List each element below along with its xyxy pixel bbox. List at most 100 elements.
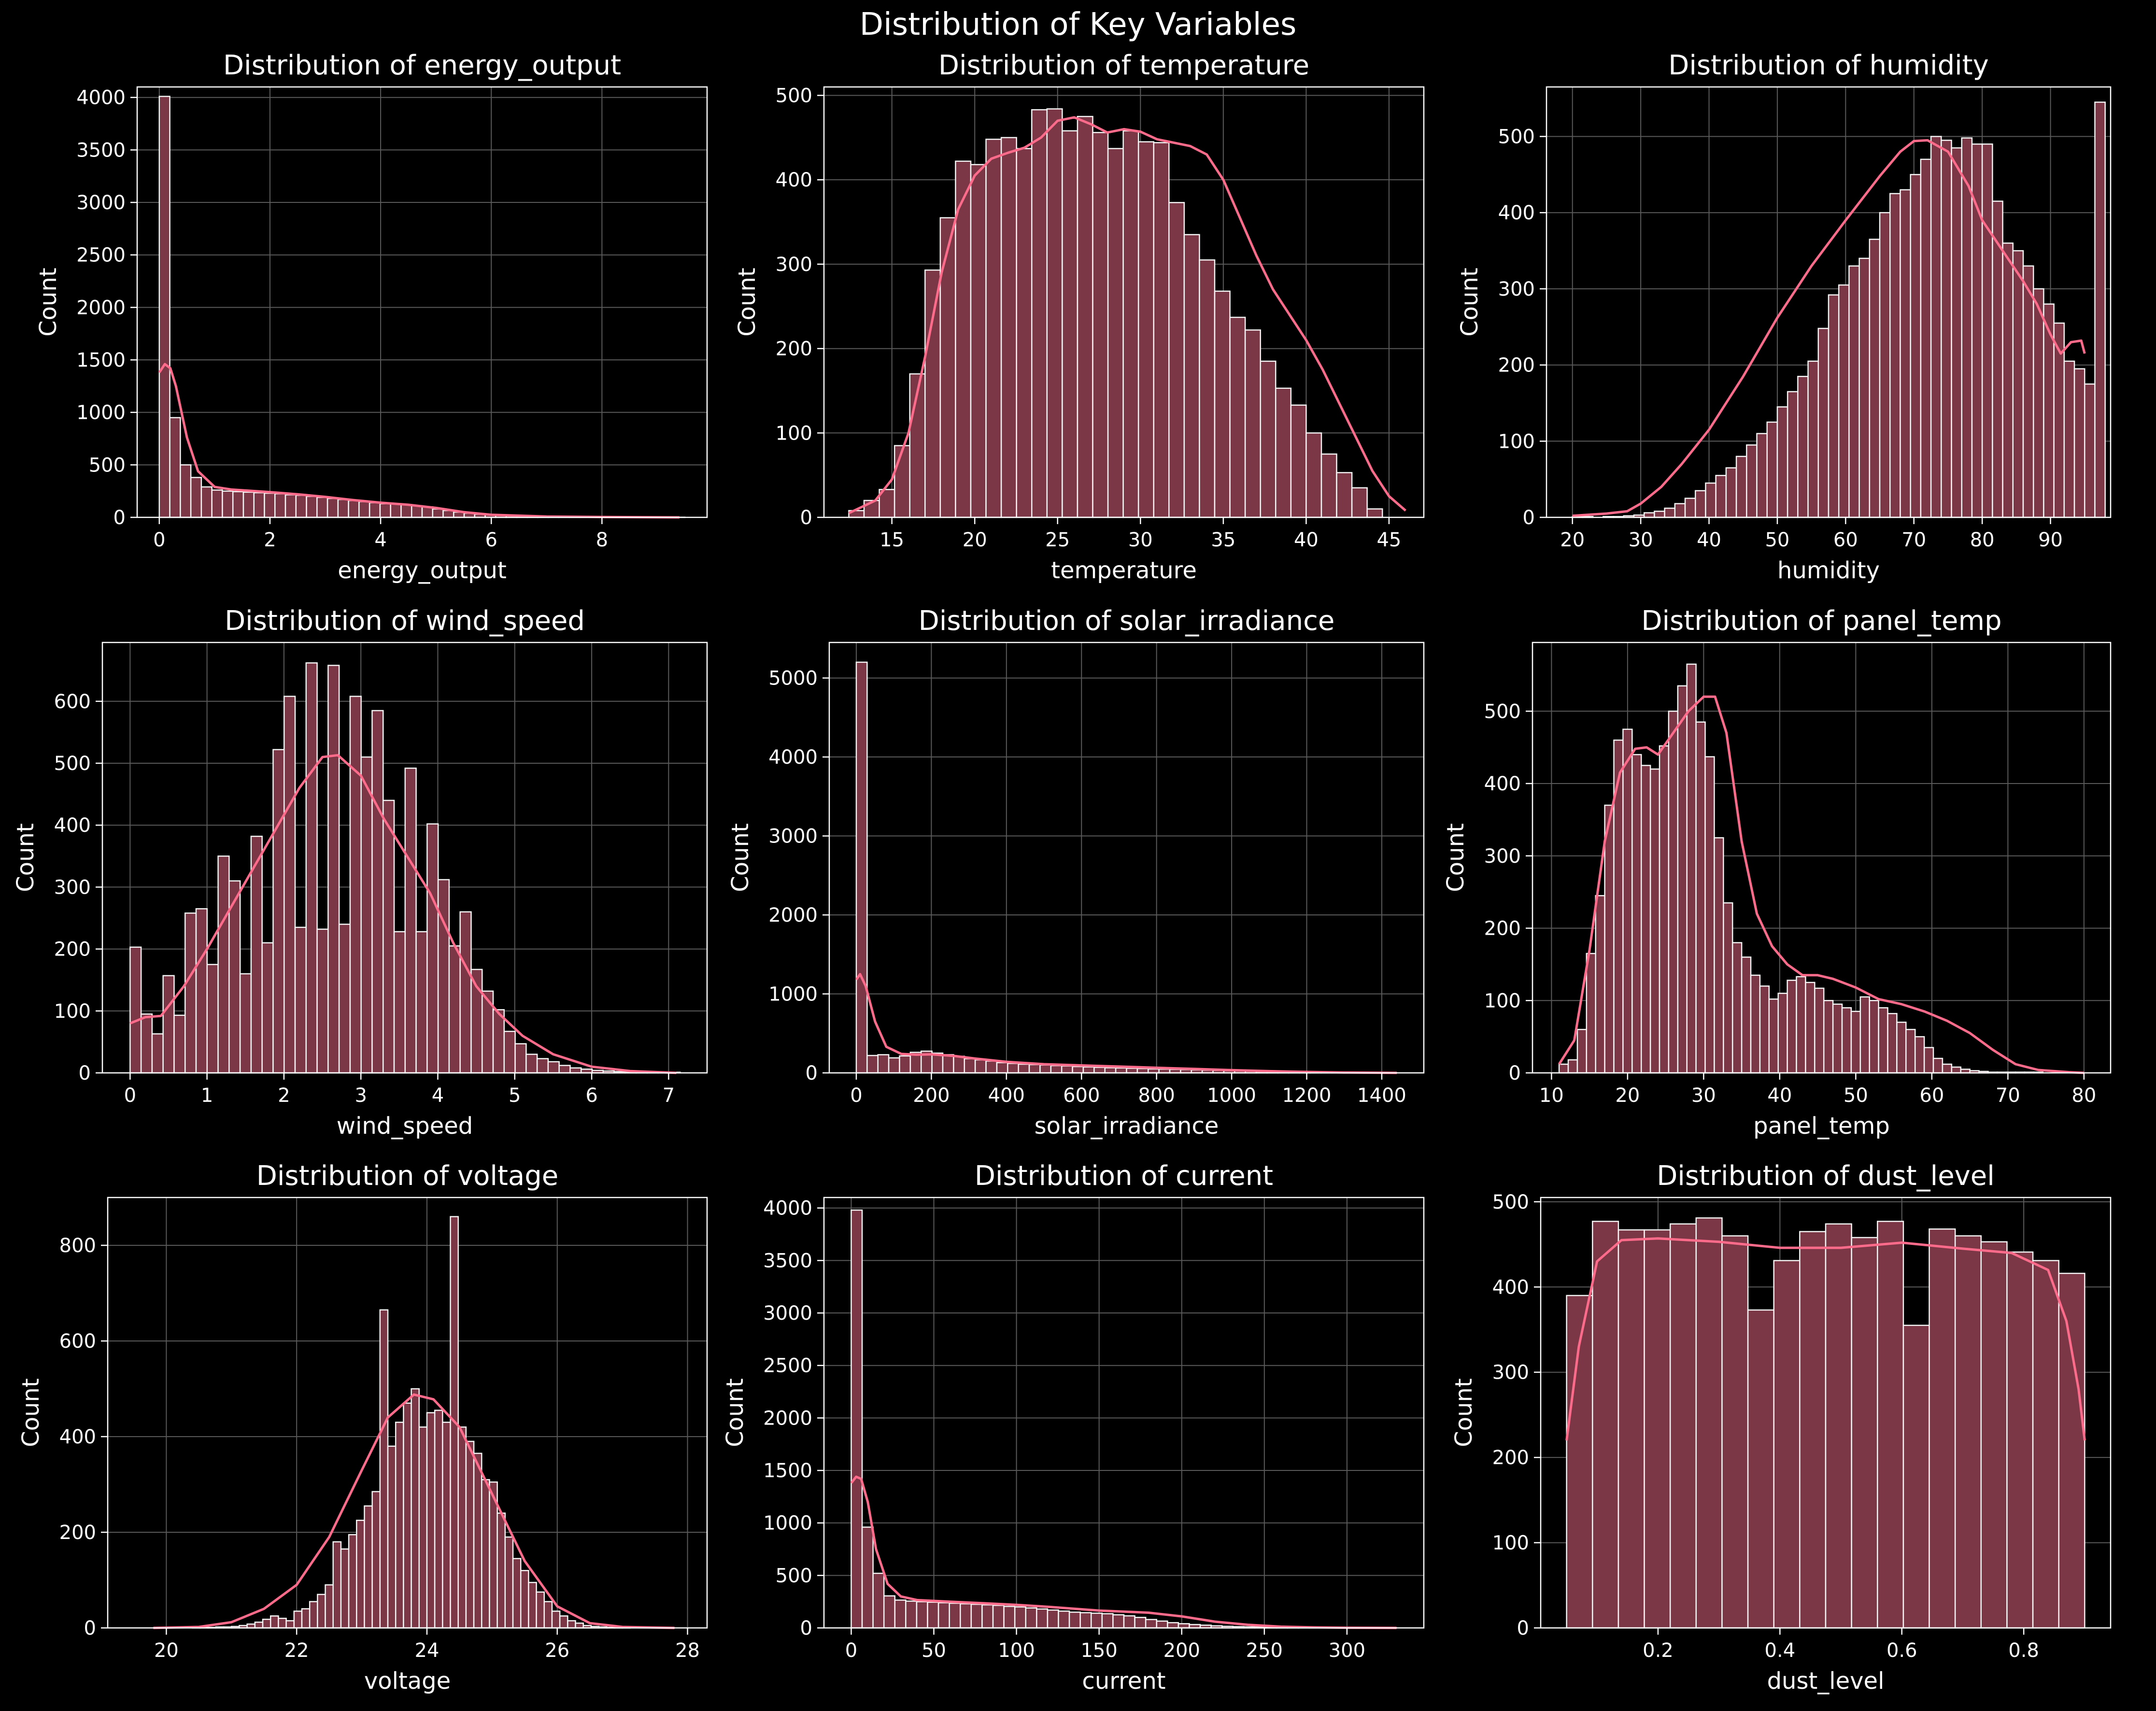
histogram-bar bbox=[1019, 1064, 1029, 1073]
y-tick-label: 200 bbox=[54, 939, 91, 961]
histogram-bar bbox=[1723, 903, 1732, 1073]
histogram-bar bbox=[1880, 213, 1890, 517]
histogram-bar bbox=[940, 218, 956, 517]
histogram-bar bbox=[1849, 266, 1859, 517]
chart-title: Distribution of solar_irradiance bbox=[919, 605, 1335, 637]
histogram-bar bbox=[2033, 289, 2043, 517]
histogram-bar bbox=[1007, 1063, 1018, 1073]
y-tick-label: 100 bbox=[1492, 1532, 1529, 1554]
histogram-bar bbox=[317, 1595, 325, 1628]
histogram-bar bbox=[1833, 1004, 1842, 1073]
x-tick-label: 100 bbox=[998, 1640, 1035, 1662]
y-tick-label: 500 bbox=[776, 85, 812, 107]
chart-title: Distribution of humidity bbox=[1668, 50, 1989, 81]
histogram-bar bbox=[359, 501, 369, 517]
y-tick-label: 300 bbox=[54, 876, 91, 898]
x-tick-label: 45 bbox=[1376, 529, 1401, 551]
histogram-bar bbox=[1748, 1310, 1774, 1628]
y-tick-label: 2500 bbox=[76, 244, 126, 267]
y-tick-label: 2000 bbox=[763, 1407, 812, 1429]
histogram-bar bbox=[894, 446, 910, 518]
histogram-bar bbox=[1751, 975, 1760, 1073]
histogram-bar bbox=[1787, 980, 1797, 1073]
histogram-bar bbox=[442, 1422, 450, 1628]
histogram-bar bbox=[1829, 295, 1839, 517]
y-tick-label: 0 bbox=[806, 1062, 818, 1084]
histogram-bar bbox=[1091, 1613, 1102, 1628]
histogram-bar bbox=[513, 1558, 521, 1628]
histogram-bar bbox=[1062, 131, 1078, 517]
x-axis-label: current bbox=[1082, 1668, 1165, 1695]
y-tick-label: 600 bbox=[59, 1330, 96, 1353]
histogram-bar bbox=[449, 946, 460, 1073]
histogram-bar bbox=[264, 493, 275, 517]
y-tick-label: 500 bbox=[1484, 700, 1521, 723]
histogram-bar bbox=[286, 1621, 294, 1628]
x-tick-label: 20 bbox=[154, 1640, 179, 1662]
histogram-bar bbox=[1146, 1620, 1157, 1628]
histogram-bar bbox=[1559, 1064, 1568, 1073]
x-axis-label: energy_output bbox=[338, 557, 507, 584]
histogram-bar bbox=[458, 1427, 466, 1628]
y-tick-label: 100 bbox=[54, 1000, 91, 1023]
x-axis-label: panel_temp bbox=[1753, 1112, 1890, 1140]
x-tick-label: 20 bbox=[1560, 529, 1585, 551]
y-axis-label: Count bbox=[12, 823, 39, 892]
histogram-bar bbox=[505, 1537, 513, 1628]
histogram-bar bbox=[1367, 509, 1383, 517]
histogram-bar bbox=[394, 932, 405, 1073]
histogram-bar bbox=[152, 1034, 163, 1073]
x-tick-label: 50 bbox=[1765, 529, 1789, 551]
histogram-bar bbox=[1952, 148, 1962, 517]
y-tick-label: 0 bbox=[1517, 1617, 1529, 1640]
histogram-bar bbox=[1199, 260, 1215, 517]
y-tick-label: 0 bbox=[800, 1617, 812, 1640]
histogram-bar bbox=[1757, 434, 1767, 517]
y-tick-label: 0 bbox=[79, 1062, 91, 1084]
y-tick-label: 1500 bbox=[763, 1460, 812, 1482]
histogram-bar bbox=[350, 697, 361, 1073]
y-tick-label: 300 bbox=[1484, 845, 1521, 868]
y-tick-label: 500 bbox=[54, 753, 91, 775]
histogram-bar bbox=[141, 1014, 152, 1073]
histogram-bar bbox=[369, 503, 380, 517]
histogram-bar bbox=[2033, 1261, 2059, 1628]
y-tick-label: 100 bbox=[1498, 430, 1535, 453]
y-tick-label: 0 bbox=[84, 1617, 96, 1640]
histogram-bar bbox=[971, 1604, 982, 1628]
histogram-bar bbox=[1291, 405, 1306, 517]
histogram-bar bbox=[1592, 1221, 1618, 1628]
x-tick-label: 7 bbox=[663, 1084, 675, 1107]
y-tick-label: 200 bbox=[1492, 1447, 1529, 1469]
histogram-bar bbox=[1069, 1612, 1080, 1628]
histogram-bar bbox=[1167, 1623, 1178, 1628]
histogram-bar bbox=[1215, 291, 1230, 517]
histogram-bar bbox=[2007, 1252, 2033, 1628]
histogram-bar bbox=[433, 509, 443, 517]
x-tick-label: 2 bbox=[264, 529, 276, 551]
histogram-bar bbox=[1059, 1611, 1070, 1628]
histogram-bar bbox=[993, 1605, 1004, 1628]
x-tick-label: 400 bbox=[988, 1084, 1025, 1107]
histogram-bar bbox=[1352, 488, 1367, 517]
x-tick-label: 28 bbox=[675, 1640, 700, 1662]
histogram-bar bbox=[341, 1549, 349, 1628]
x-tick-label: 2 bbox=[278, 1084, 290, 1107]
histogram-bar bbox=[1650, 769, 1660, 1073]
histogram-bar bbox=[1897, 1022, 1906, 1073]
histogram-bar bbox=[1337, 472, 1352, 517]
y-tick-label: 500 bbox=[1498, 126, 1535, 148]
histogram-bar bbox=[159, 97, 170, 517]
histogram-bar bbox=[965, 1059, 975, 1073]
histogram-bar bbox=[1767, 422, 1777, 517]
histogram-bar bbox=[1952, 1067, 1961, 1073]
histogram-bar bbox=[364, 1506, 372, 1628]
x-tick-label: 35 bbox=[1211, 529, 1235, 551]
histogram-bar bbox=[1169, 202, 1184, 517]
x-tick-label: 1000 bbox=[1207, 1084, 1256, 1107]
histogram-bar bbox=[1675, 504, 1685, 517]
